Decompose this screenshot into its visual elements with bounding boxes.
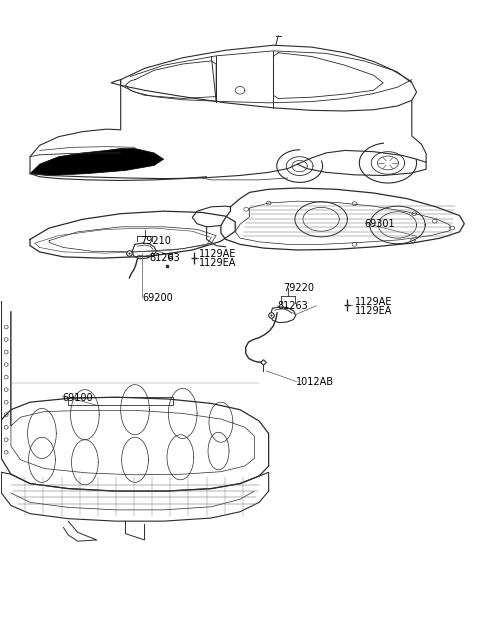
Text: 69200: 69200 [142,293,173,303]
Text: 1129AE: 1129AE [199,248,237,259]
Text: 1012AB: 1012AB [296,377,334,386]
Text: 79220: 79220 [283,283,314,293]
Polygon shape [30,148,164,175]
Text: 79210: 79210 [140,237,171,246]
Text: 69301: 69301 [364,219,395,229]
Text: 1129EA: 1129EA [355,306,392,316]
Text: 69100: 69100 [62,392,93,403]
Text: 1129AE: 1129AE [355,297,392,307]
Text: 81263: 81263 [277,301,308,311]
Text: 1129EA: 1129EA [199,258,237,268]
Text: 81263: 81263 [149,253,180,263]
